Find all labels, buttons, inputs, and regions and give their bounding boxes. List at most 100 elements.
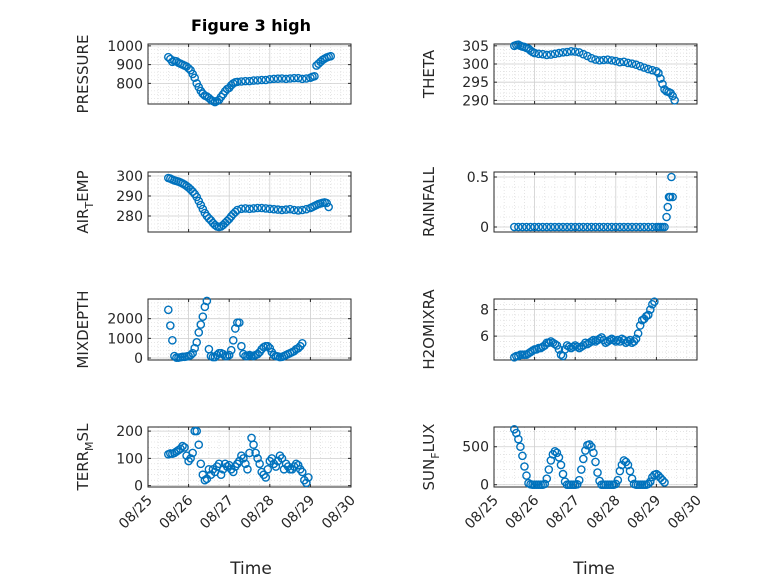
data-point (230, 324, 240, 333)
data-point (192, 337, 202, 347)
data-point (178, 441, 187, 451)
data-point (587, 53, 596, 63)
y-tick-label: 200 (116, 424, 143, 440)
data-point (558, 469, 568, 479)
data-point (615, 222, 625, 232)
data-point (593, 468, 602, 477)
data-point (261, 473, 271, 482)
data-point (210, 220, 220, 230)
y-tick-label: 300 (116, 169, 143, 185)
data-point (643, 64, 653, 74)
data-point (216, 470, 226, 480)
y-tick-label: 0 (480, 220, 489, 236)
data-point (522, 222, 531, 232)
data-point (591, 457, 600, 467)
data-point (579, 454, 588, 464)
data-point (304, 473, 313, 482)
data-point (326, 51, 336, 61)
data-point (538, 222, 548, 232)
data-point (202, 296, 212, 306)
data-point (574, 475, 584, 485)
data-point (660, 222, 669, 232)
data-point (228, 336, 238, 345)
data-point (285, 204, 295, 214)
data-point (591, 222, 600, 232)
data-point (542, 222, 552, 232)
data-point (668, 192, 677, 202)
data-point (635, 321, 645, 330)
y-tick-label: 290 (116, 189, 143, 205)
axes-box (147, 43, 352, 105)
data-point (589, 448, 598, 458)
data-point (552, 448, 562, 458)
y-axis-label: TERRMSL (74, 423, 96, 492)
data-point (658, 79, 667, 89)
y-tick-label: 900 (116, 58, 143, 74)
axes-box (147, 171, 352, 233)
panel-air_temp: 280 290 300 AIRTEMP (74, 169, 352, 234)
data-point (273, 205, 283, 214)
data-point (297, 338, 307, 348)
data-point (212, 350, 222, 360)
y-tick-label: 295 (462, 75, 489, 91)
data-point (550, 447, 560, 456)
data-point (198, 312, 208, 322)
data-point (241, 459, 250, 469)
data-point (591, 55, 600, 64)
data-point (265, 74, 275, 84)
data-point (625, 466, 635, 476)
data-point (631, 334, 641, 344)
data-point (554, 345, 564, 354)
data-point (265, 204, 275, 214)
axes-box (147, 426, 352, 488)
data-point (544, 338, 554, 348)
y-tick-label: 1000 (107, 331, 143, 347)
data-point (605, 335, 615, 345)
y-axis-label: PRESSURE (74, 35, 92, 114)
data-point (613, 475, 623, 485)
data-point (587, 337, 596, 346)
data-point (607, 222, 617, 232)
data-point (611, 56, 621, 66)
data-point (520, 462, 529, 471)
axes-box (493, 171, 698, 233)
data-point (257, 75, 266, 85)
data-point (579, 222, 588, 232)
data-point (641, 311, 651, 321)
data-point (603, 55, 612, 64)
data-point (662, 212, 671, 222)
data-point (163, 305, 173, 315)
data-point (599, 222, 608, 232)
y-tick-label: 300 (462, 57, 489, 73)
data-point (281, 205, 291, 214)
data-point (660, 478, 669, 487)
data-point (239, 349, 248, 359)
panel-mixdepth: 0 1000 2000 MIXDEPTH (74, 290, 352, 369)
axes-box (493, 298, 698, 361)
data-point (190, 343, 199, 353)
data-point (293, 73, 303, 83)
data-point (595, 222, 604, 232)
data-point (277, 74, 287, 83)
data-point (611, 222, 621, 232)
data-point (214, 459, 224, 469)
y-tick-label: 2000 (107, 312, 143, 328)
y-axis-label: MIXDEPTH (74, 290, 92, 368)
data-point (188, 348, 197, 358)
data-point (188, 448, 197, 458)
y-tick-label: 800 (116, 76, 143, 92)
data-point (297, 467, 307, 477)
y-tick-label: 500 (462, 440, 489, 456)
data-point (554, 222, 564, 232)
data-point (566, 46, 576, 56)
data-point (194, 440, 204, 450)
data-point (269, 204, 279, 214)
data-point (261, 204, 271, 213)
axes-box (147, 298, 352, 361)
data-point (522, 471, 531, 480)
data-point (668, 91, 677, 101)
data-point (556, 460, 566, 470)
y-tick-label: 280 (116, 209, 143, 225)
data-point (237, 77, 246, 86)
